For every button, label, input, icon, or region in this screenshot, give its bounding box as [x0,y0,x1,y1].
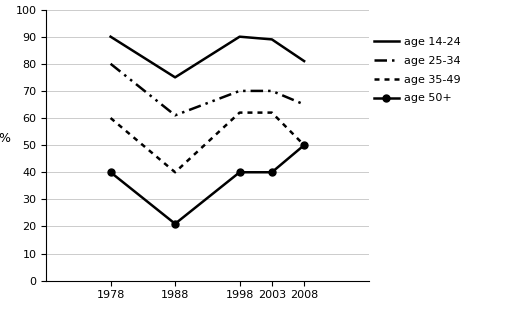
Y-axis label: %: % [0,132,10,145]
Legend: age 14-24, age 25-34, age 35-49, age 50+: age 14-24, age 25-34, age 35-49, age 50+ [374,37,461,103]
